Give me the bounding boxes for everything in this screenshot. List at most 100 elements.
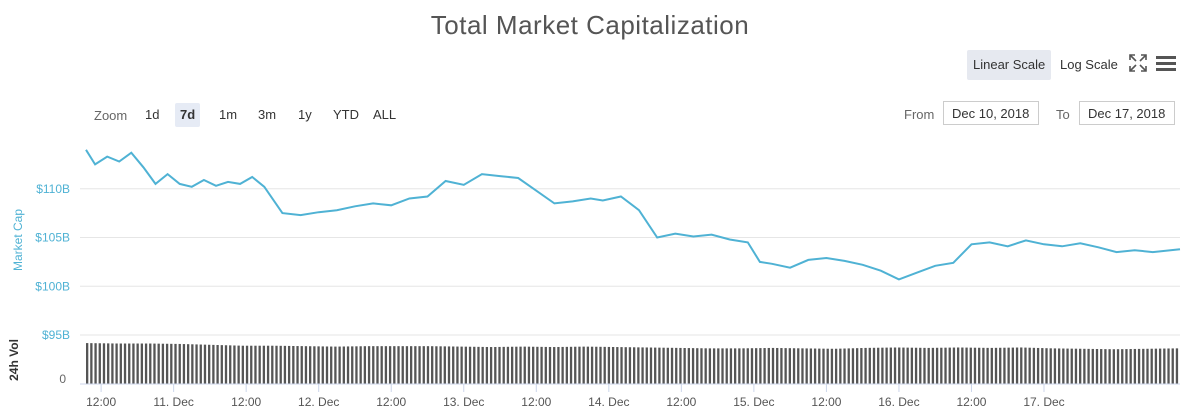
volume-bar — [691, 348, 695, 384]
volume-bar — [565, 346, 568, 384]
volume-bar — [633, 347, 636, 384]
volume-bar — [346, 346, 350, 384]
volume-bar — [241, 345, 244, 384]
volume-bar — [788, 348, 791, 384]
volume-bar — [746, 348, 749, 384]
volume-bar — [750, 348, 754, 384]
volume-bar — [1041, 348, 1044, 384]
x-tick-label: 11. Dec — [153, 395, 193, 409]
volume-bar — [1133, 348, 1137, 384]
volume-bar — [658, 347, 661, 384]
volume-bar — [1007, 347, 1010, 384]
volume-bar — [1087, 348, 1090, 384]
volume-bar — [1100, 349, 1103, 384]
series-line-market-cap — [85, 149, 1181, 281]
volume-bar — [506, 346, 510, 384]
volume-bar — [1129, 349, 1132, 384]
volume-bar — [717, 348, 720, 384]
x-tick-label: 12:00 — [811, 395, 841, 409]
volume-bar — [409, 346, 413, 384]
volume-bar — [439, 346, 442, 384]
menu-icon[interactable] — [1156, 54, 1176, 77]
y-tick-label: $95B — [42, 328, 70, 342]
volume-bar — [1079, 348, 1082, 384]
volume-bar — [460, 346, 463, 384]
fullscreen-icon[interactable] — [1129, 54, 1147, 77]
volume-bar — [616, 347, 619, 384]
volume-bar — [208, 344, 211, 384]
volume-bar — [317, 346, 320, 384]
volume-bar — [654, 347, 657, 384]
from-date-input[interactable] — [943, 101, 1039, 125]
volume-bar — [245, 345, 249, 384]
volume-bar — [603, 346, 606, 384]
volume-bar — [1032, 347, 1036, 384]
volume-bar — [254, 345, 257, 384]
volume-bar — [275, 345, 278, 384]
zoom-all-button[interactable]: ALL — [373, 107, 397, 122]
zoom-1y-button[interactable]: 1y — [298, 107, 312, 122]
volume-bar — [620, 347, 623, 384]
volume-bar — [313, 346, 316, 384]
zoom-1m-button[interactable]: 1m — [219, 107, 238, 122]
volume-bar — [898, 347, 901, 384]
volume-bar — [973, 347, 977, 384]
volume-bar — [1066, 348, 1069, 384]
volume-bar — [233, 345, 236, 384]
volume-bar — [944, 347, 947, 384]
volume-bar — [380, 346, 383, 384]
volume-bar — [569, 346, 573, 384]
volume-bar — [1036, 347, 1040, 384]
volume-bar — [229, 345, 232, 384]
volume-bar — [994, 347, 998, 384]
volume-bar — [935, 347, 939, 384]
volume-bar — [153, 343, 156, 384]
volume-bar — [111, 343, 114, 384]
zoom-3m-button[interactable]: 3m — [258, 107, 277, 122]
volume-bar — [1158, 348, 1162, 384]
volume-bar — [557, 346, 560, 384]
zoom-label: Zoom — [94, 108, 128, 123]
volume-bar — [102, 343, 106, 384]
volume-bar — [1171, 348, 1174, 384]
volume-bar — [679, 347, 682, 384]
volume-bar — [401, 346, 404, 384]
volume-bar — [464, 346, 467, 384]
volume-bar — [919, 347, 922, 384]
volume-bars — [86, 343, 1179, 384]
log-scale-button[interactable]: Log Scale — [1060, 57, 1118, 72]
volume-bar — [330, 346, 333, 384]
volume-bar — [262, 345, 266, 384]
volume-bar — [182, 344, 186, 384]
to-date-input[interactable] — [1079, 101, 1175, 125]
volume-bar — [670, 347, 674, 384]
volume-bar — [1146, 348, 1149, 384]
volume-bar — [553, 347, 556, 384]
volume-bar — [1116, 349, 1120, 384]
volume-bar — [771, 347, 775, 384]
volume-bar — [452, 346, 455, 384]
volume-bar — [755, 348, 758, 384]
volume-bar — [586, 346, 590, 384]
volume-bar — [969, 347, 972, 384]
volume-bar — [165, 343, 169, 384]
volume-bar — [759, 348, 762, 384]
zoom-7d-button[interactable]: 7d — [175, 103, 201, 127]
volume-bar — [599, 346, 602, 384]
volume-bar — [590, 346, 594, 384]
zoom-ytd-button[interactable]: YTD — [333, 107, 359, 122]
volume-bar — [195, 344, 198, 384]
volume-bar — [990, 347, 993, 384]
volume-bar — [738, 348, 741, 384]
volume-bar — [485, 346, 489, 384]
zoom-1d-button[interactable]: 1d — [145, 107, 160, 122]
volume-bar — [477, 346, 480, 384]
linear-scale-button[interactable]: Linear Scale — [967, 50, 1052, 80]
volume-bar — [675, 347, 678, 384]
volume-bar — [98, 343, 101, 384]
volume-bar — [363, 346, 367, 384]
volume-bar — [1167, 348, 1170, 384]
volume-bar — [532, 346, 535, 384]
volume-bar — [523, 346, 526, 384]
volume-bar — [1091, 348, 1094, 384]
